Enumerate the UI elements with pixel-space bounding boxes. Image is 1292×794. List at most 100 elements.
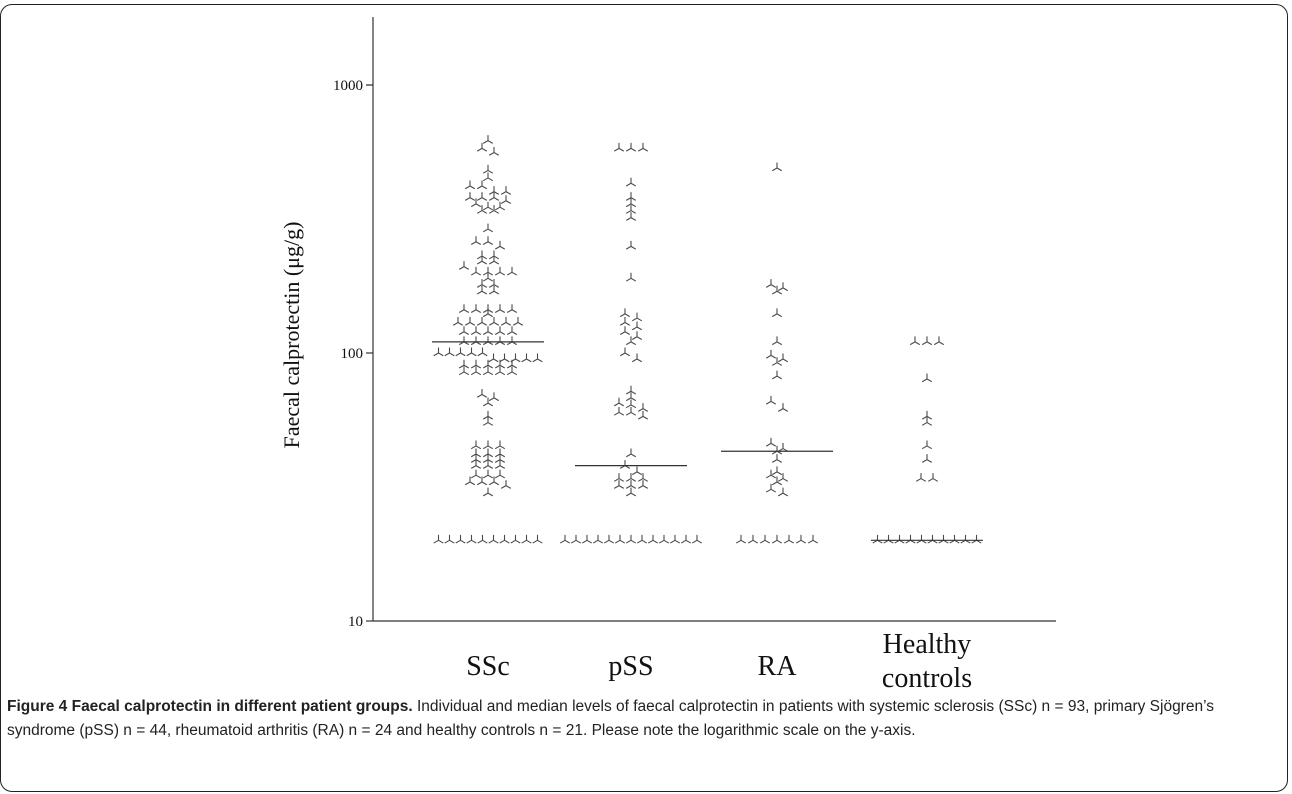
caption-title: Figure 4 Faecal calprotectin in differen… [7,698,413,715]
data-point [482,454,494,463]
data-point [581,534,593,544]
data-point [559,534,571,544]
data-point [613,406,625,416]
data-point [482,469,494,479]
data-point [631,331,643,340]
data-point [619,308,631,318]
data-point [637,403,649,412]
data-point [494,460,506,469]
data-point [482,448,494,458]
data-point [771,357,783,366]
data-point [777,473,789,482]
data-point [637,473,649,482]
data-point [470,469,482,479]
data-point [444,534,455,544]
data-point [625,392,637,402]
data-point [949,534,960,544]
data-point [488,205,500,214]
data-point [464,180,476,190]
data-point [625,399,637,409]
data-point [894,534,905,544]
data-point [625,142,637,152]
data-point [494,448,506,458]
data-point [532,353,543,363]
data-point [488,285,500,295]
data-point [619,347,631,357]
data-point [765,469,777,479]
data-point [482,366,494,376]
data-point [765,437,777,447]
data-point [921,440,933,450]
data-point [494,454,506,463]
data-point [637,480,649,489]
data-point [499,534,510,544]
data-point [771,285,783,295]
data-point [482,172,494,182]
data-point [909,336,921,346]
data-point [455,534,466,544]
data-point [482,440,494,450]
data-point [506,266,518,276]
figure-panel: 10 100 1000 Faecal calprotectin (μg/g) SSc pS… [0,4,1288,792]
data-point [482,487,494,497]
data-point [960,534,971,544]
data-point [631,353,643,363]
data-point [476,476,488,486]
data-point [938,534,949,544]
chart: 10 100 1000 Faecal calprotectin (μg/g) SSc pS… [279,17,1056,693]
data-point [747,534,759,544]
data-point [482,417,494,426]
data-point [647,534,659,544]
data-point [458,336,470,346]
data-point [464,192,476,201]
data-point [921,336,933,346]
data-point [488,250,500,260]
data-point [872,534,883,544]
data-point [883,534,894,544]
data-point [771,534,783,544]
data-point [921,410,933,420]
data-point [476,180,488,190]
data-point [494,266,506,276]
data-point [500,186,512,195]
data-point [458,304,470,313]
data-point [482,336,494,346]
data-point [464,476,476,486]
data-point [625,406,637,416]
data-point [482,201,494,211]
data-point [488,476,500,486]
data-point [613,473,625,482]
data-point [470,448,482,458]
data-point [613,480,625,489]
data-point [482,359,494,369]
data-point [619,326,631,336]
data-point [476,255,488,265]
data-point [470,336,482,346]
data-point [470,460,482,469]
data-point [482,410,494,420]
data-point [625,240,637,250]
x-tick-label: SSc [466,651,510,682]
data-point [482,460,494,469]
data-point [512,316,524,326]
data-point [905,534,916,544]
data-point [470,454,482,463]
data-point [765,483,777,493]
data-point [452,316,464,326]
data-point [521,534,532,544]
x-tick-label: Healthy [883,629,972,660]
data-point [510,534,521,544]
data-point [759,534,771,544]
data-point [488,146,500,156]
data-point [476,250,488,260]
data-point [506,366,518,376]
data-point [613,397,625,407]
data-point [927,473,939,482]
data-point [631,466,643,476]
data-point [532,534,543,544]
data-point [777,487,789,497]
data-point [500,480,512,489]
data-point [613,142,625,152]
data-point [470,326,482,336]
data-point [477,534,488,544]
